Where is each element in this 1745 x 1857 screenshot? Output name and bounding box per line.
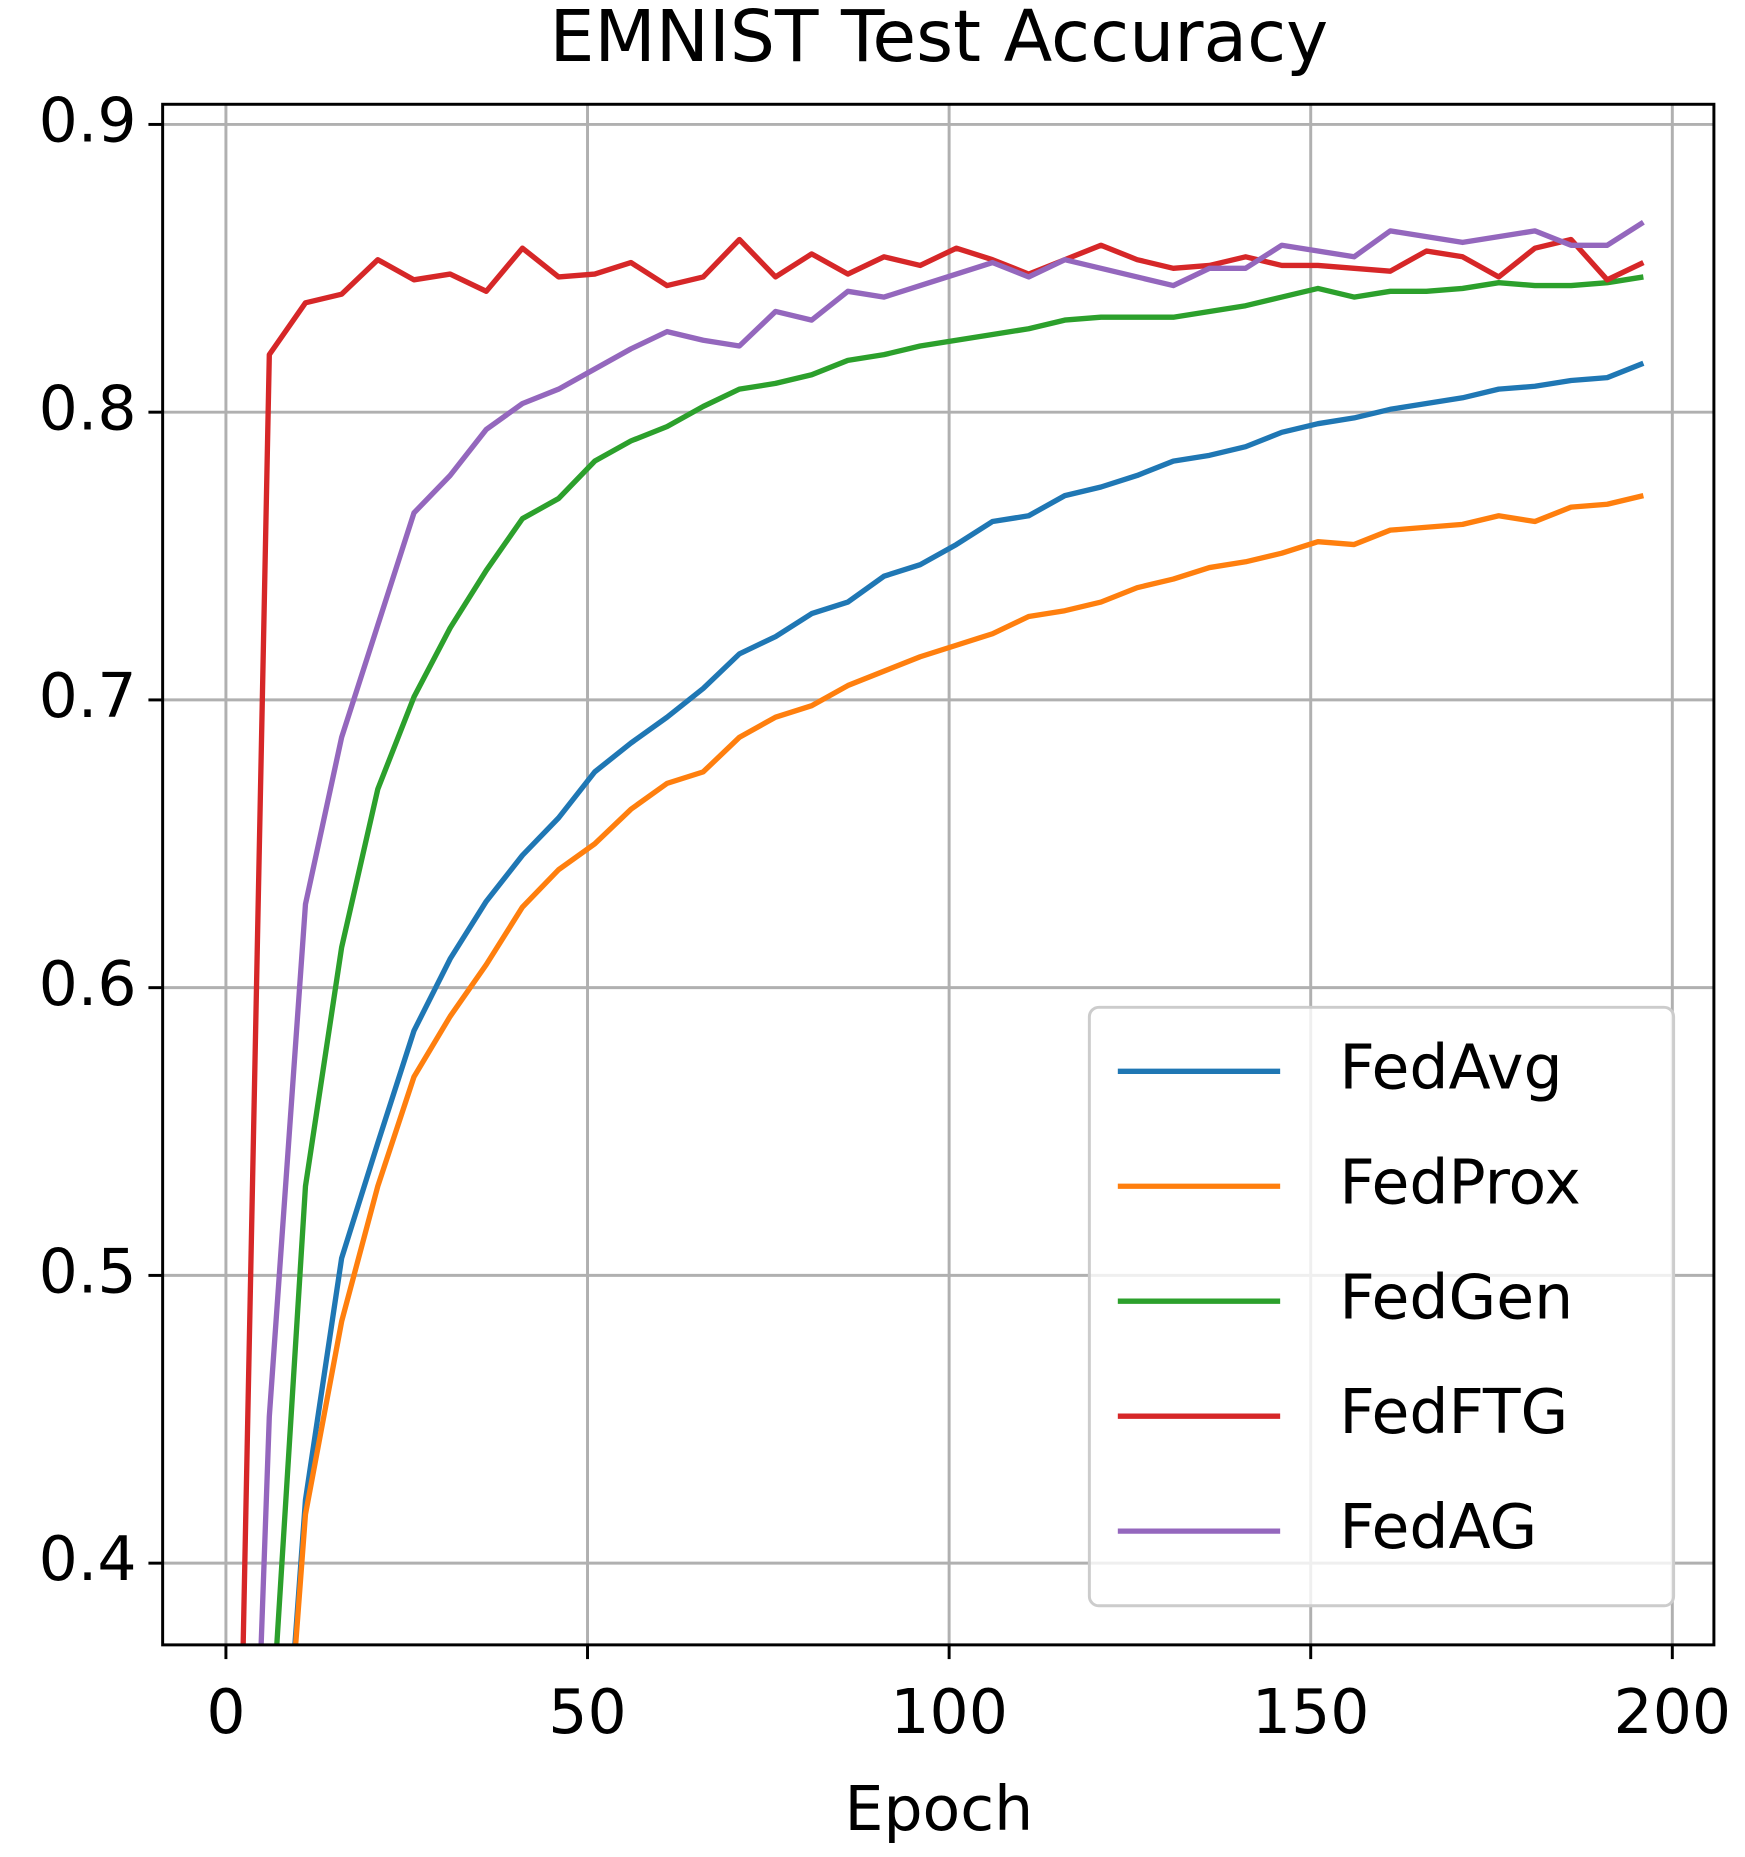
plot-lines (240, 220, 1645, 1645)
chart-title: EMNIST Test Accuracy (549, 0, 1328, 78)
y-tick-label: 0.8 (39, 372, 137, 444)
series-line (292, 493, 1645, 1645)
y-tick-label: 0.9 (39, 85, 137, 157)
series-line (240, 236, 1645, 1645)
legend-label: FedGen (1339, 1261, 1573, 1333)
legend: FedAvg FedProx FedGen FedFTG FedAG (1087, 1005, 1676, 1608)
x-tick-label: 50 (548, 1676, 626, 1748)
series-line (258, 220, 1645, 1645)
legend-label: FedAvg (1339, 1031, 1562, 1103)
y-tick-label: 0.7 (39, 660, 137, 732)
legend-box (1087, 1005, 1676, 1608)
legend-label: FedProx (1339, 1146, 1580, 1218)
x-tick-label: 200 (1614, 1676, 1732, 1748)
legend-label: FedFTG (1339, 1376, 1568, 1448)
grid (162, 104, 1714, 1645)
ticks: 0 50 100 150 200 0.4 0.5 0.6 0.7 0.8 0.9 (39, 85, 1732, 1749)
x-tick-label: 150 (1252, 1676, 1370, 1748)
series-line (292, 360, 1645, 1645)
y-tick-label: 0.6 (39, 948, 137, 1020)
y-tick-label: 0.4 (39, 1523, 137, 1595)
series-line (274, 274, 1644, 1645)
x-tick-label: 100 (890, 1676, 1008, 1748)
legend-label: FedAG (1339, 1491, 1537, 1563)
x-tick-label: 0 (206, 1676, 245, 1748)
plot-frame (161, 102, 1716, 1647)
x-axis-label: Epoch (845, 1773, 1034, 1845)
y-tick-label: 0.5 (39, 1236, 137, 1308)
